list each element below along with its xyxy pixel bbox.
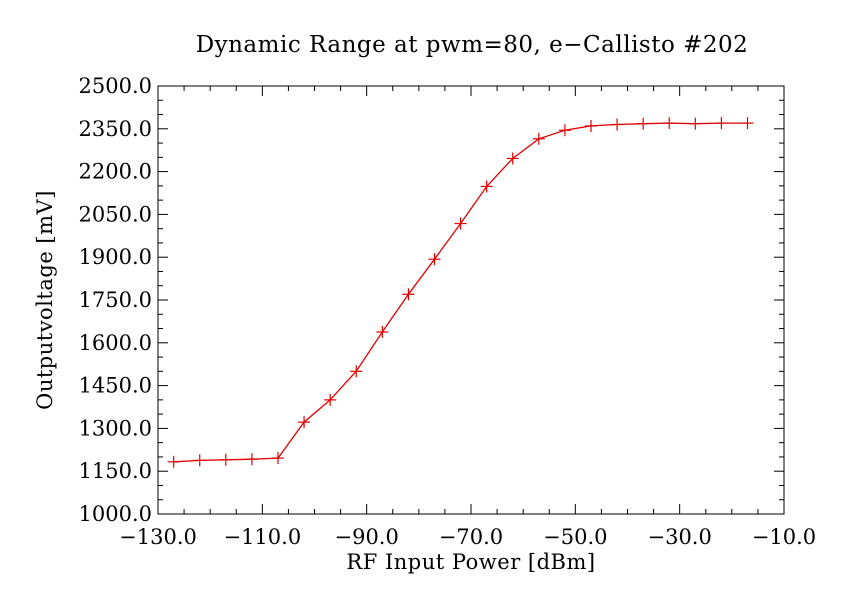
data-point-marker <box>167 455 180 468</box>
data-point-marker <box>428 253 441 266</box>
major-ticks <box>157 85 785 515</box>
data-point-marker <box>506 152 519 165</box>
x-tick-label: −10.0 <box>752 525 816 549</box>
y-tick-label: 1150.0 <box>79 459 152 483</box>
y-tick-label: 2200.0 <box>79 160 152 184</box>
x-tick-label: −110.0 <box>223 525 301 549</box>
y-tick-label: 1450.0 <box>79 374 152 398</box>
x-axis-label: RF Input Power [dBm] <box>346 550 595 574</box>
minor-ticks <box>158 86 784 514</box>
y-tick-label: 2500.0 <box>79 74 152 98</box>
x-tick-labels: −130.0 −110.0 −90.0 −70.0 −50.0 −30.0 −10.0 <box>119 525 816 549</box>
plot-frame <box>157 85 785 515</box>
data-point-marker <box>637 117 650 130</box>
y-tick-label: 1750.0 <box>79 288 152 312</box>
data-point-marker <box>376 325 389 338</box>
data-point-marker <box>689 117 702 130</box>
x-tick-label: −130.0 <box>119 525 197 549</box>
data-point-marker <box>298 416 311 429</box>
x-tick-label: −50.0 <box>543 525 607 549</box>
data-point-marker <box>324 393 337 406</box>
data-point-marker <box>532 132 545 145</box>
data-point-marker <box>271 452 284 465</box>
y-tick-label: 2350.0 <box>79 117 152 141</box>
series-line <box>173 122 748 463</box>
data-point-marker <box>715 117 728 130</box>
data-point-marker <box>611 118 624 131</box>
x-tick-label: −30.0 <box>647 525 711 549</box>
data-point-marker <box>454 217 467 230</box>
data-point-marker <box>584 119 597 132</box>
data-point-marker <box>558 124 571 137</box>
y-tick-label: 1300.0 <box>79 416 152 440</box>
data-point-marker <box>480 180 493 193</box>
data-point-marker <box>219 453 232 466</box>
data-point-marker <box>663 117 676 130</box>
data-point-marker <box>193 454 206 467</box>
y-tick-label: 1600.0 <box>79 331 152 355</box>
y-tick-labels: 1000.0 1150.0 1300.0 1450.0 1600.0 1750.0 1900… <box>79 74 152 526</box>
x-tick-label: −70.0 <box>439 525 503 549</box>
data-point-marker <box>350 365 363 378</box>
x-tick-label: −90.0 <box>334 525 398 549</box>
y-tick-label: 1900.0 <box>79 245 152 269</box>
y-axis-label: Outputvoltage [mV] <box>33 190 57 410</box>
y-tick-label: 2050.0 <box>79 202 152 226</box>
data-point-marker <box>245 453 258 466</box>
y-tick-label: 1000.0 <box>79 502 152 526</box>
series-layer <box>167 117 754 468</box>
data-point-marker <box>741 117 754 130</box>
chart-title: Dynamic Range at pwm=80, e−Callisto #202 <box>196 32 749 58</box>
data-point-marker <box>402 288 415 301</box>
